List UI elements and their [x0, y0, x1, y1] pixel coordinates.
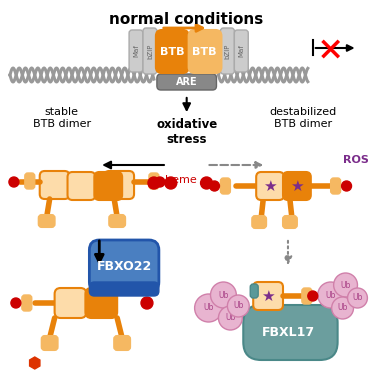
Circle shape: [308, 291, 318, 301]
Text: Ub: Ub: [218, 291, 229, 300]
Polygon shape: [30, 357, 40, 369]
FancyBboxPatch shape: [39, 215, 55, 227]
Text: heme: heme: [165, 175, 196, 185]
FancyBboxPatch shape: [250, 284, 258, 298]
Text: destabilized
BTB dimer: destabilized BTB dimer: [269, 107, 336, 129]
FancyBboxPatch shape: [256, 172, 284, 200]
Text: ROS: ROS: [343, 155, 369, 165]
FancyBboxPatch shape: [109, 215, 125, 227]
Text: stable
BTB dimer: stable BTB dimer: [33, 107, 91, 129]
Circle shape: [219, 306, 242, 330]
FancyBboxPatch shape: [22, 295, 32, 311]
FancyBboxPatch shape: [40, 171, 69, 199]
Text: ARE: ARE: [176, 77, 198, 87]
Text: oxidative
stress: oxidative stress: [156, 118, 217, 146]
Text: ★: ★: [263, 178, 277, 194]
Circle shape: [348, 288, 368, 308]
Circle shape: [9, 177, 19, 187]
FancyBboxPatch shape: [220, 28, 234, 74]
Text: Ub: Ub: [352, 294, 363, 303]
Text: bZIP: bZIP: [147, 44, 153, 59]
FancyBboxPatch shape: [253, 282, 283, 310]
FancyBboxPatch shape: [156, 30, 189, 73]
Circle shape: [165, 177, 177, 189]
Circle shape: [201, 177, 213, 189]
FancyBboxPatch shape: [104, 171, 134, 199]
FancyBboxPatch shape: [68, 172, 95, 200]
Circle shape: [210, 181, 219, 191]
FancyBboxPatch shape: [94, 172, 122, 200]
FancyBboxPatch shape: [55, 288, 86, 318]
FancyBboxPatch shape: [283, 172, 311, 200]
FancyBboxPatch shape: [143, 28, 157, 74]
FancyBboxPatch shape: [283, 216, 297, 228]
Circle shape: [141, 297, 153, 309]
Text: FBXL17: FBXL17: [261, 327, 315, 339]
Text: Ub: Ub: [203, 303, 214, 312]
Circle shape: [155, 177, 165, 187]
Text: ★: ★: [261, 288, 275, 303]
Circle shape: [342, 181, 351, 191]
FancyBboxPatch shape: [114, 336, 130, 350]
Circle shape: [334, 273, 357, 297]
FancyBboxPatch shape: [86, 288, 117, 318]
FancyBboxPatch shape: [252, 216, 266, 228]
FancyBboxPatch shape: [189, 30, 222, 73]
FancyBboxPatch shape: [89, 240, 159, 292]
Text: normal conditions: normal conditions: [109, 12, 263, 27]
Text: Ub: Ub: [233, 302, 243, 310]
FancyBboxPatch shape: [243, 305, 338, 360]
Text: Maf: Maf: [238, 45, 244, 57]
Text: ★: ★: [290, 178, 304, 194]
Text: Ub: Ub: [338, 303, 348, 312]
FancyBboxPatch shape: [157, 74, 216, 90]
FancyBboxPatch shape: [302, 288, 312, 304]
FancyBboxPatch shape: [42, 336, 58, 350]
Text: Ub: Ub: [225, 314, 236, 322]
Circle shape: [195, 294, 222, 322]
Circle shape: [11, 298, 21, 308]
Text: Ub: Ub: [340, 280, 351, 290]
Text: BTB: BTB: [159, 47, 184, 57]
Text: Ub: Ub: [326, 291, 336, 300]
FancyBboxPatch shape: [331, 178, 340, 194]
Text: FBXO22: FBXO22: [96, 260, 152, 273]
Circle shape: [332, 297, 354, 319]
Circle shape: [210, 282, 236, 308]
Circle shape: [318, 282, 344, 308]
Text: Maf: Maf: [133, 45, 139, 57]
FancyBboxPatch shape: [220, 178, 230, 194]
FancyBboxPatch shape: [149, 173, 159, 189]
Circle shape: [148, 177, 160, 189]
Text: bZIP: bZIP: [224, 44, 230, 59]
Text: BTB: BTB: [192, 47, 217, 57]
FancyBboxPatch shape: [129, 30, 143, 72]
FancyBboxPatch shape: [89, 282, 159, 296]
Circle shape: [227, 295, 249, 317]
FancyBboxPatch shape: [234, 30, 248, 72]
FancyBboxPatch shape: [25, 173, 35, 189]
